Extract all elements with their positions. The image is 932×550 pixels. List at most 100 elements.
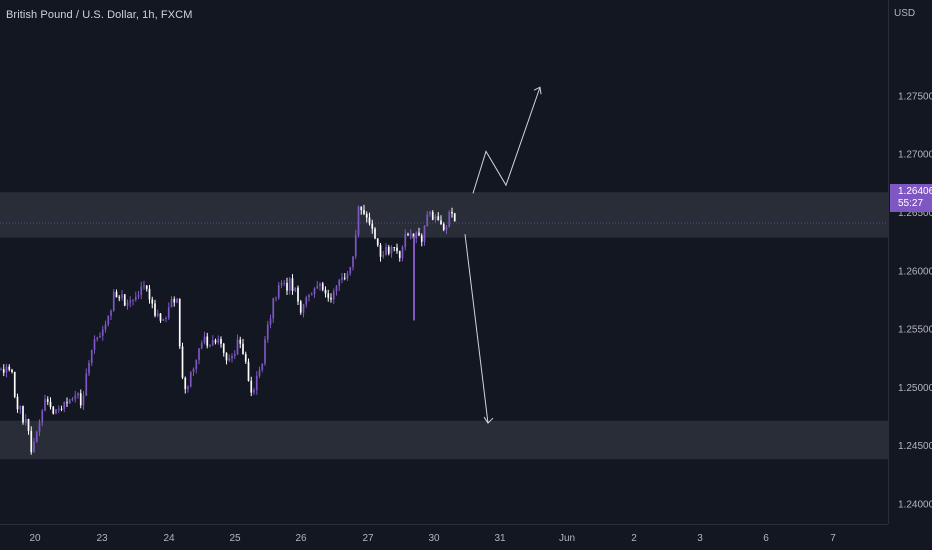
candle-body bbox=[13, 371, 16, 397]
candle-body bbox=[57, 408, 60, 410]
candle-body bbox=[277, 285, 280, 298]
candle-body bbox=[341, 277, 343, 280]
candle-body bbox=[302, 304, 305, 313]
candle-body bbox=[275, 297, 277, 299]
candle-body bbox=[426, 214, 429, 226]
time-tick-label: 30 bbox=[428, 533, 440, 544]
candle-body bbox=[288, 278, 291, 291]
candle-body bbox=[19, 406, 22, 410]
price-axis[interactable]: 1.24000 1.24500 1.25000 1.25500 1.26000 1.265… bbox=[898, 91, 932, 510]
candle-body bbox=[220, 339, 222, 344]
candle-body bbox=[209, 345, 211, 347]
time-tick-label: 23 bbox=[96, 533, 108, 544]
candle-body bbox=[187, 386, 189, 390]
candle-body bbox=[214, 340, 217, 343]
price-tick-label: 1.24500 bbox=[898, 441, 932, 452]
candle-body bbox=[44, 399, 46, 411]
time-tick-label: 27 bbox=[362, 533, 374, 544]
candle-body bbox=[110, 310, 112, 316]
bullish-arrowhead bbox=[533, 86, 542, 95]
currency-label: USD bbox=[894, 8, 916, 19]
candle-body bbox=[327, 293, 330, 298]
candle-body bbox=[159, 313, 162, 321]
candle-body bbox=[280, 283, 283, 286]
zones-layer bbox=[0, 192, 888, 460]
candle-body bbox=[49, 401, 52, 408]
candle-body bbox=[107, 315, 110, 325]
bullish-path-arrow bbox=[472, 87, 541, 194]
candle-body bbox=[63, 402, 66, 409]
candle-body bbox=[283, 282, 286, 284]
candle-body bbox=[363, 210, 365, 214]
candle-body bbox=[195, 359, 198, 369]
candle-body bbox=[170, 299, 173, 308]
candle-body bbox=[121, 294, 123, 298]
candle-body bbox=[299, 301, 302, 313]
time-tick-label: 7 bbox=[830, 533, 836, 544]
candle-body bbox=[167, 307, 170, 318]
candle-body bbox=[38, 422, 41, 432]
candle-body bbox=[346, 273, 349, 279]
candle-body bbox=[453, 213, 456, 222]
candle-body bbox=[132, 299, 134, 301]
time-tick-label: 25 bbox=[229, 533, 241, 544]
candle-body bbox=[118, 297, 121, 299]
candle-body bbox=[420, 235, 423, 242]
drawings-layer[interactable] bbox=[464, 86, 542, 424]
candle-body bbox=[134, 296, 137, 300]
candle-body bbox=[313, 288, 316, 295]
candle-body bbox=[184, 377, 187, 390]
price-tick-label: 1.27000 bbox=[898, 150, 932, 161]
candle-body bbox=[412, 233, 415, 239]
candle-body bbox=[162, 319, 165, 321]
candle-body bbox=[239, 339, 242, 344]
candle-body bbox=[82, 395, 85, 406]
candle-body bbox=[123, 294, 126, 306]
candle-body bbox=[409, 233, 412, 235]
candle-body bbox=[217, 339, 220, 343]
candle-body bbox=[222, 343, 225, 353]
candle-body bbox=[407, 234, 409, 236]
candle-body bbox=[269, 318, 272, 325]
candle-body bbox=[74, 395, 77, 399]
candle-body bbox=[261, 363, 264, 370]
candle-body bbox=[225, 352, 228, 361]
candle-body bbox=[181, 346, 184, 378]
time-axis[interactable]: 20 23 24 25 26 27 30 31 Jun 2 3 6 7 bbox=[29, 533, 836, 544]
price-tick-label: 1.25500 bbox=[898, 325, 932, 336]
candle-body bbox=[0, 369, 2, 371]
candles-layer bbox=[0, 204, 456, 455]
time-tick-label: 6 bbox=[763, 533, 769, 544]
candle-body bbox=[200, 343, 203, 349]
candle-body bbox=[154, 303, 156, 316]
candle-body bbox=[55, 409, 57, 414]
candle-body bbox=[101, 329, 104, 336]
candle-body bbox=[96, 337, 99, 340]
time-tick-label: 2 bbox=[631, 533, 637, 544]
candle-body bbox=[266, 324, 269, 340]
candle-body bbox=[393, 247, 396, 249]
candle-body bbox=[173, 299, 176, 303]
candle-body bbox=[60, 408, 63, 410]
candle-body bbox=[140, 286, 143, 296]
candle-body bbox=[16, 396, 19, 410]
candle-body bbox=[250, 380, 253, 393]
candle-body bbox=[231, 355, 233, 359]
bearish-arrowhead bbox=[483, 416, 494, 424]
price-tick-label: 1.27500 bbox=[898, 91, 932, 102]
candle-body bbox=[365, 213, 368, 218]
last-price-value: 1.26406 bbox=[898, 186, 932, 197]
candle-body bbox=[398, 251, 401, 259]
candle-body bbox=[24, 419, 27, 423]
candle-body bbox=[189, 371, 192, 387]
candle-body bbox=[316, 286, 319, 289]
candle-body bbox=[448, 211, 451, 227]
candle-body bbox=[291, 278, 294, 291]
candle-body bbox=[247, 361, 250, 381]
price-tick-label: 1.26000 bbox=[898, 266, 932, 277]
time-tick-label: 24 bbox=[163, 533, 175, 544]
candle-body bbox=[423, 225, 426, 242]
candle-body bbox=[451, 211, 453, 214]
candle-body bbox=[305, 297, 308, 305]
